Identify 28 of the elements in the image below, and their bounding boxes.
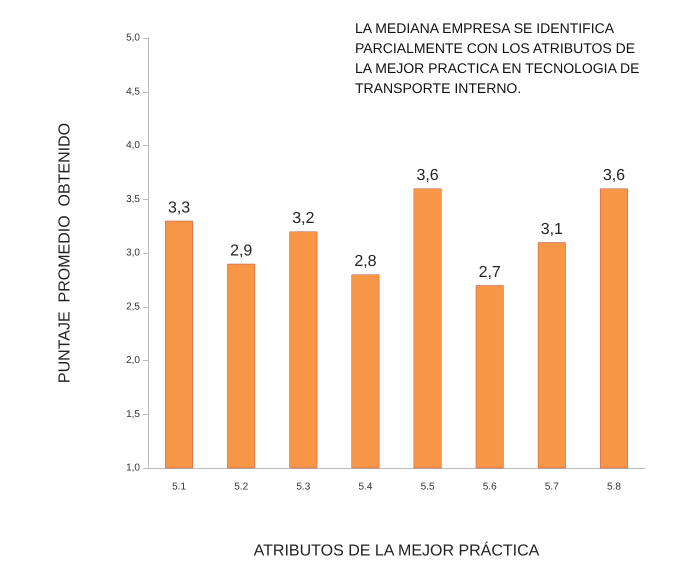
- y-tick-label: 3,0: [126, 248, 140, 258]
- annotation: LA MEDIANA EMPRESA SE IDENTIFICA PARCIALMENTE CON LOS ATRIBUTOS DE LA MEJOR PRACTICA EN TECNOLOGIA DE TRANSPORTE INTERNO.: [355, 20, 644, 96]
- x-tick-label: 5.3: [296, 482, 311, 492]
- data-label: 2,9: [230, 242, 252, 260]
- data-label: 3,3: [168, 199, 190, 216]
- data-label: 3,1: [540, 220, 564, 238]
- x-tick-label: 5.6: [482, 482, 498, 492]
- y-tick-label: 1,0: [126, 462, 140, 474]
- data-label: 3,2: [292, 210, 315, 227]
- data-label: 2,8: [354, 253, 377, 270]
- x-tick-label: 5.4: [358, 482, 373, 492]
- y-tick-label: 1,5: [126, 408, 140, 420]
- x-tick-label: 5.7: [544, 482, 560, 492]
- data-label: 3,6: [602, 167, 626, 184]
- y-tick-label: 3,5: [126, 194, 140, 205]
- data-label: 2,7: [478, 264, 501, 281]
- y-tick-label: 5,0: [126, 32, 140, 44]
- x-tick-label: 5.1: [172, 482, 186, 492]
- data-label: 3,6: [416, 167, 439, 184]
- y-tick-label: 2,5: [126, 301, 140, 312]
- x-tick-label: 5.5: [420, 482, 435, 492]
- x-tick-label: 5.2: [234, 482, 249, 492]
- y-axis-title: PUNTAJE PROMEDIO OBTENIDO: [56, 122, 74, 384]
- x-tick-label: 5.8: [606, 482, 622, 492]
- x-axis-title: ATRIBUTOS DE LA MEJOR PRÁCTICA: [254, 542, 540, 560]
- y-tick-label: 4,5: [126, 86, 140, 98]
- y-tick-label: 2,0: [126, 355, 140, 366]
- y-tick-label: 4,0: [126, 140, 140, 151]
